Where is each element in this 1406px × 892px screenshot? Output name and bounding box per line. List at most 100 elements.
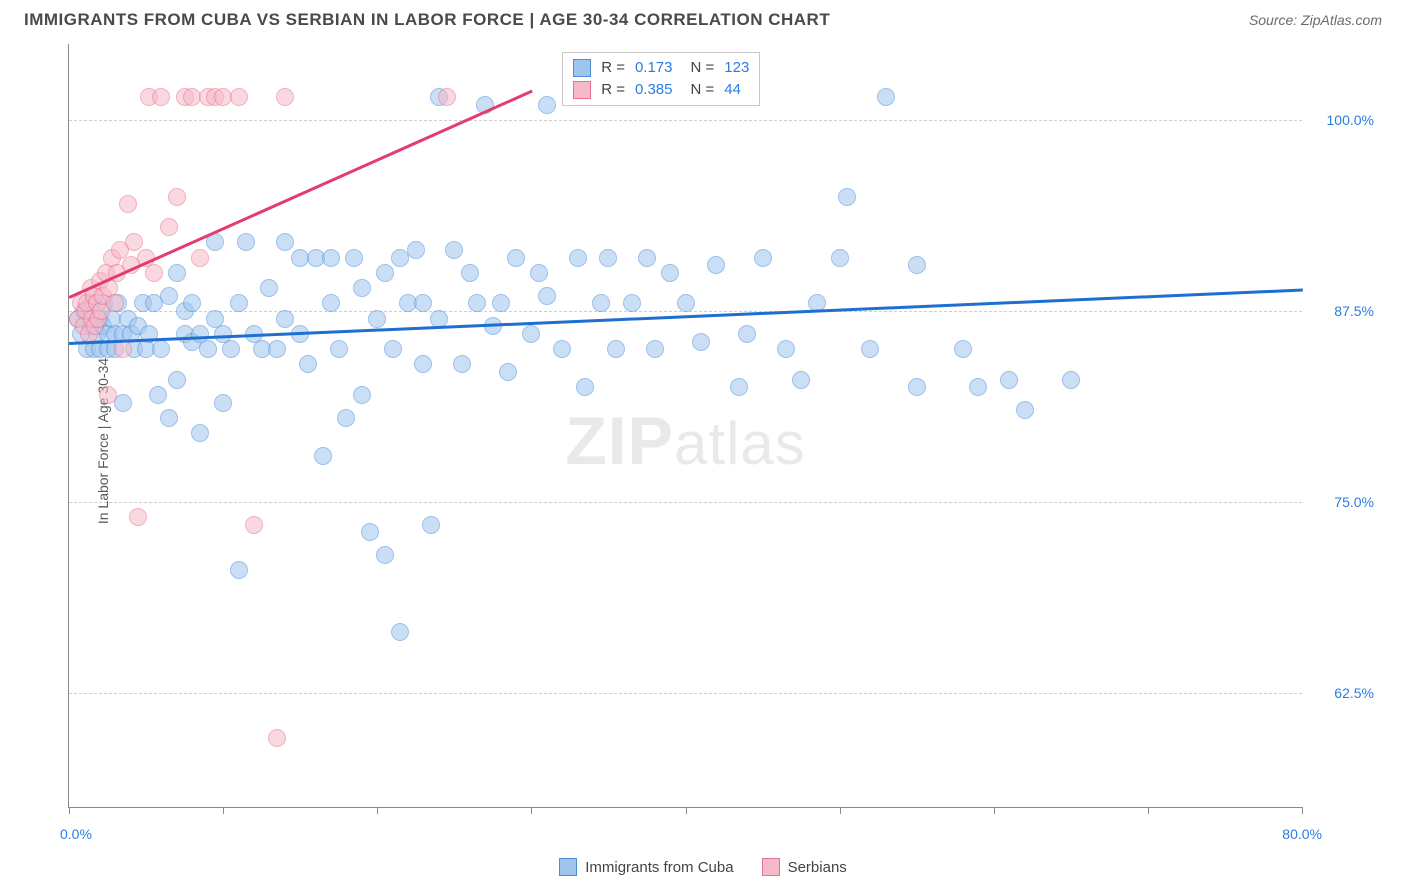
data-point (114, 394, 132, 412)
plot-region: ZIPatlas 62.5%75.0%87.5%100.0%R =0.173N … (68, 44, 1302, 808)
chart-header: IMMIGRANTS FROM CUBA VS SERBIAN IN LABOR… (0, 0, 1406, 36)
stats-box: R =0.173N =123 R = 0.385 N = 44 (562, 52, 760, 106)
data-point (692, 333, 710, 351)
data-point (538, 287, 556, 305)
data-point (230, 88, 248, 106)
data-point (445, 241, 463, 259)
stats-r-value: 0.385 (635, 81, 673, 98)
data-point (707, 256, 725, 274)
y-tick-label: 62.5% (1310, 685, 1374, 701)
y-tick-label: 87.5% (1310, 303, 1374, 319)
data-point (145, 264, 163, 282)
data-point (276, 88, 294, 106)
data-point (152, 340, 170, 358)
data-point (908, 256, 926, 274)
data-point (322, 294, 340, 312)
stats-n-value: 44 (724, 81, 741, 98)
gridline (69, 693, 1302, 694)
data-point (492, 294, 510, 312)
data-point (368, 310, 386, 328)
x-axis-min-label: 0.0% (60, 826, 92, 842)
stats-r-label: R = (601, 81, 625, 98)
data-point (268, 729, 286, 747)
data-point (237, 233, 255, 251)
data-point (954, 340, 972, 358)
data-point (268, 340, 286, 358)
legend-swatch (559, 858, 577, 876)
data-point (191, 424, 209, 442)
data-point (337, 409, 355, 427)
stats-row: R = 0.385 N = 44 (573, 79, 749, 101)
data-point (168, 371, 186, 389)
data-point (314, 447, 332, 465)
data-point (353, 386, 371, 404)
data-point (114, 340, 132, 358)
data-point (230, 561, 248, 579)
data-point (861, 340, 879, 358)
data-point (183, 294, 201, 312)
data-point (245, 516, 263, 534)
watermark: ZIPatlas (565, 402, 806, 480)
data-point (908, 378, 926, 396)
data-point (391, 623, 409, 641)
data-point (384, 340, 402, 358)
x-tick (1302, 807, 1303, 814)
legend-label: Immigrants from Cuba (585, 859, 733, 876)
data-point (214, 394, 232, 412)
chart-source: Source: ZipAtlas.com (1249, 12, 1382, 28)
chart-area: In Labor Force | Age 30-34 ZIPatlas 62.5… (24, 44, 1382, 838)
data-point (754, 249, 772, 267)
stats-row: R =0.173N =123 (573, 57, 749, 79)
data-point (522, 325, 540, 343)
y-tick-label: 100.0% (1310, 112, 1374, 128)
x-tick (223, 807, 224, 814)
data-point (461, 264, 479, 282)
data-point (276, 310, 294, 328)
x-tick (69, 807, 70, 814)
x-tick (686, 807, 687, 814)
data-point (730, 378, 748, 396)
data-point (1062, 371, 1080, 389)
stats-r-value: 0.173 (635, 59, 673, 76)
x-axis-max-label: 80.0% (1282, 826, 1322, 842)
data-point (607, 340, 625, 358)
x-tick (994, 807, 995, 814)
data-point (1016, 401, 1034, 419)
legend-label: Serbians (788, 859, 847, 876)
data-point (623, 294, 641, 312)
data-point (222, 340, 240, 358)
stats-n-label: N = (691, 81, 715, 98)
legend-item: Serbians (762, 858, 847, 876)
data-point (877, 88, 895, 106)
data-point (407, 241, 425, 259)
legend-swatch (762, 858, 780, 876)
data-point (361, 523, 379, 541)
data-point (422, 516, 440, 534)
data-point (168, 188, 186, 206)
chart-title: IMMIGRANTS FROM CUBA VS SERBIAN IN LABOR… (24, 10, 830, 30)
data-point (125, 233, 143, 251)
data-point (599, 249, 617, 267)
gridline (69, 502, 1302, 503)
data-point (530, 264, 548, 282)
data-point (969, 378, 987, 396)
legend-item: Immigrants from Cuba (559, 858, 733, 876)
data-point (152, 88, 170, 106)
data-point (677, 294, 695, 312)
data-point (230, 294, 248, 312)
data-point (792, 371, 810, 389)
data-point (638, 249, 656, 267)
data-point (199, 340, 217, 358)
data-point (831, 249, 849, 267)
data-point (592, 294, 610, 312)
data-point (1000, 371, 1018, 389)
data-point (322, 249, 340, 267)
x-tick (840, 807, 841, 814)
x-tick (377, 807, 378, 814)
data-point (376, 264, 394, 282)
legend: Immigrants from Cuba Serbians (0, 858, 1406, 876)
y-tick-label: 75.0% (1310, 494, 1374, 510)
data-point (330, 340, 348, 358)
data-point (646, 340, 664, 358)
data-point (507, 249, 525, 267)
